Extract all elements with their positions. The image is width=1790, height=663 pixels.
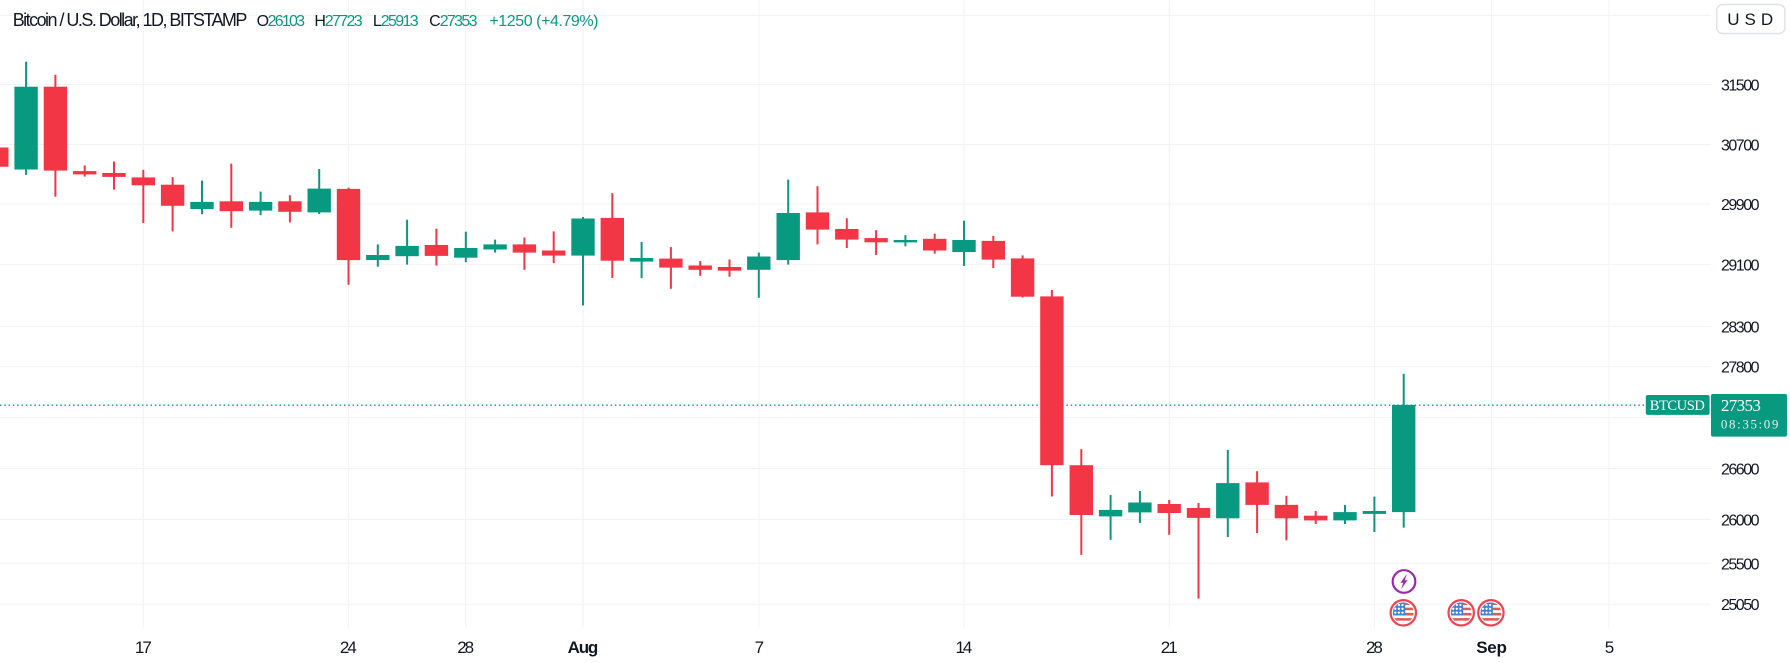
svg-text:30700: 30700 [1721,138,1760,155]
svg-text:08:35:09: 08:35:09 [1721,417,1779,432]
svg-text:28300: 28300 [1721,320,1760,337]
svg-text:24: 24 [340,638,357,657]
svg-text:21: 21 [1161,638,1178,657]
svg-text:BTCUSD: BTCUSD [1650,398,1705,414]
svg-text:Aug: Aug [568,638,599,657]
svg-text:5: 5 [1605,638,1614,657]
svg-text:28: 28 [457,638,474,657]
svg-text:28: 28 [1366,638,1383,657]
svg-text:17: 17 [135,638,152,657]
svg-text:25050: 25050 [1721,597,1760,614]
svg-text:25913: 25913 [381,13,419,30]
svg-text:25500: 25500 [1721,556,1760,573]
svg-text:27723: 27723 [325,13,363,30]
svg-text:27353: 27353 [440,13,478,30]
svg-text:H: H [314,13,326,30]
svg-text:27800: 27800 [1721,360,1760,377]
svg-text:USD: USD [1727,10,1773,29]
svg-text:31500: 31500 [1721,78,1760,95]
svg-text:Bitcoin / U.S. Dollar, 1D, BIT: Bitcoin / U.S. Dollar, 1D, BITSTAMP [13,10,248,30]
svg-text:29900: 29900 [1721,197,1760,214]
svg-text:7: 7 [755,638,764,657]
svg-text:Sep: Sep [1476,638,1507,657]
svg-text:L: L [373,13,382,30]
svg-text:+1250 (+4.79%): +1250 (+4.79%) [489,13,598,30]
svg-text:14: 14 [956,638,973,657]
svg-text:26000: 26000 [1721,513,1760,530]
svg-text:C: C [429,13,441,30]
svg-text:27353: 27353 [1721,396,1761,415]
svg-text:26600: 26600 [1721,462,1760,479]
svg-text:26103: 26103 [268,13,305,30]
svg-text:29100: 29100 [1721,257,1760,274]
svg-text:O: O [257,13,269,30]
